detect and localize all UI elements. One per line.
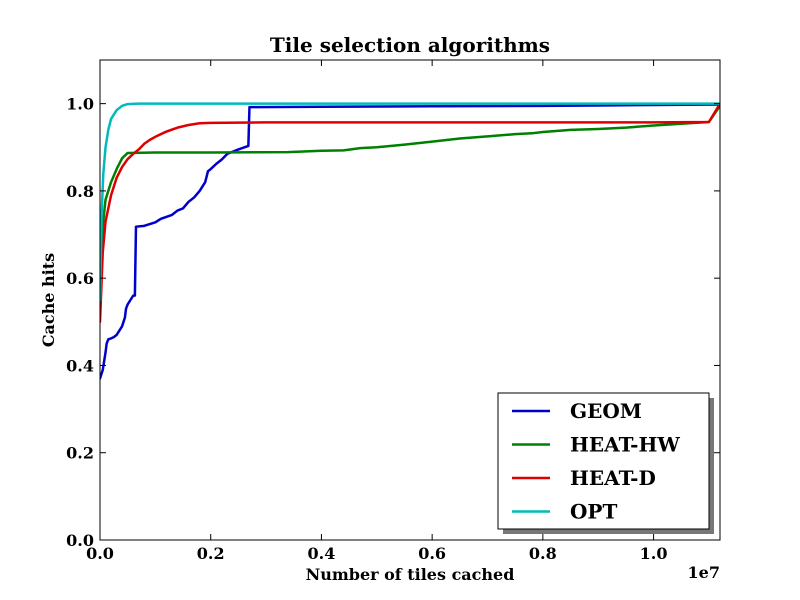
- y-tick-label: 0.8: [66, 182, 94, 201]
- legend-label-geom: GEOM: [570, 399, 642, 423]
- x-tick-label: 0.8: [529, 544, 557, 563]
- y-tick-label: 1.0: [66, 95, 94, 114]
- y-tick-label: 0.4: [66, 356, 94, 375]
- plot-frame: [99, 59, 721, 541]
- y-tick-label: 0.2: [66, 444, 94, 463]
- x-tick-label: 1.0: [640, 544, 668, 563]
- y-tick-label: 0.6: [66, 269, 94, 288]
- legend-label-heat-d: HEAT-D: [570, 466, 656, 490]
- x-tick-label: 0.6: [418, 544, 446, 563]
- x-tick-label: 0.4: [308, 544, 336, 563]
- legend: GEOM HEAT-HW HEAT-D OPT: [497, 392, 714, 534]
- ticks-layer: 0.0 0.2 0.4 0.6 0.8 1.0 0.0 0.2 0.4 0.6 0.8 1.0: [66, 60, 720, 563]
- plot-area: [100, 102, 720, 380]
- series-line-opt: [100, 102, 720, 302]
- series-line-heat-d: [100, 102, 720, 324]
- x-axis-scale-label: 1e7: [688, 563, 720, 582]
- x-tick-label: 0.2: [197, 544, 225, 563]
- legend-label-opt: OPT: [570, 500, 617, 524]
- legend-box: [497, 392, 710, 530]
- series-line-geom: [100, 103, 720, 380]
- series-layer: [100, 102, 720, 380]
- chart-title: Tile selection algorithms: [270, 33, 550, 57]
- legend-label-heat-hw: HEAT-HW: [570, 433, 680, 457]
- series-line-heat-hw: [100, 104, 720, 280]
- x-tick-label: 0.0: [86, 544, 114, 563]
- x-axis-label: Number of tiles cached: [306, 565, 515, 584]
- y-tick-label: 0.0: [66, 531, 94, 550]
- y-axis-label: Cache hits: [39, 253, 58, 347]
